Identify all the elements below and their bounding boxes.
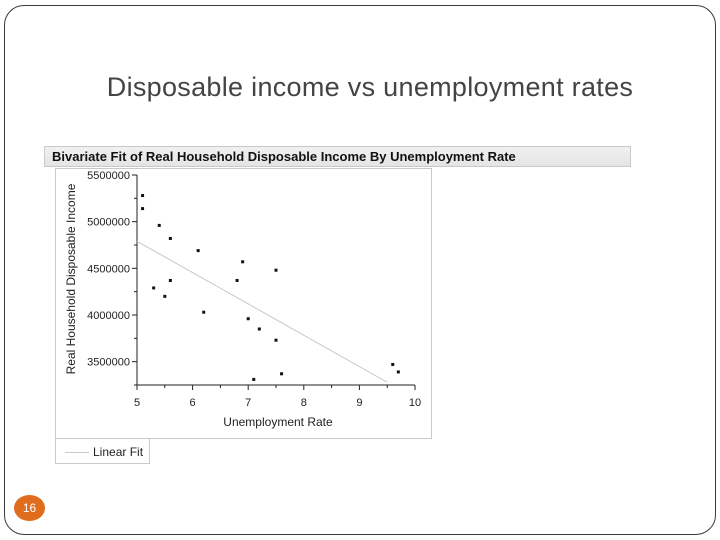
data-point — [168, 236, 172, 240]
data-point — [246, 317, 250, 321]
data-point — [257, 327, 261, 331]
report-header-title: Bivariate Fit of Real Household Disposab… — [52, 149, 516, 164]
x-tick-label: 5 — [134, 397, 140, 409]
data-point — [196, 249, 200, 253]
data-point — [241, 260, 245, 264]
legend: Linear Fit — [55, 438, 150, 464]
data-point — [157, 223, 161, 227]
legend-label: Linear Fit — [93, 445, 144, 459]
x-axis-label: Unemployment Rate — [223, 415, 333, 429]
y-tick-label: 5500000 — [87, 170, 130, 182]
page-number-badge: 16 — [14, 495, 45, 521]
data-point — [141, 194, 145, 198]
y-axis-label: Real Household Disposable Income — [64, 183, 78, 374]
data-point — [396, 370, 400, 374]
legend-line-swatch — [65, 452, 89, 453]
slide-frame — [4, 5, 716, 535]
y-tick-label: 4000000 — [87, 310, 130, 322]
x-tick-label: 7 — [245, 397, 251, 409]
data-point — [152, 286, 156, 290]
data-point — [280, 372, 284, 376]
y-tick-label: 3500000 — [87, 357, 130, 369]
x-tick-label: 10 — [409, 397, 421, 409]
y-tick-label: 4500000 — [87, 263, 130, 275]
points-layer — [141, 194, 400, 381]
axes: 3500000 4000000 4500000 5000000 5500000 5 6 7 8 9… — [87, 170, 421, 409]
data-point — [141, 207, 145, 211]
data-point — [202, 310, 206, 314]
report-header[interactable]: Bivariate Fit of Real Household Disposab… — [44, 146, 631, 167]
data-point — [252, 377, 256, 381]
data-point — [274, 338, 278, 342]
linear-fit-layer — [136, 240, 388, 383]
data-point — [274, 268, 278, 272]
data-point — [168, 278, 172, 282]
y-tick-label: 5000000 — [87, 217, 130, 229]
chart-panel — [55, 168, 432, 439]
x-tick-label: 9 — [356, 397, 362, 409]
x-tick-label: 6 — [190, 397, 196, 409]
data-point — [235, 278, 239, 282]
linear-fit-line — [136, 240, 388, 383]
slide-title: Disposable income vs unemployment rates — [106, 72, 634, 102]
data-point — [163, 294, 167, 298]
data-point — [391, 362, 395, 366]
x-tick-label: 8 — [301, 397, 307, 409]
